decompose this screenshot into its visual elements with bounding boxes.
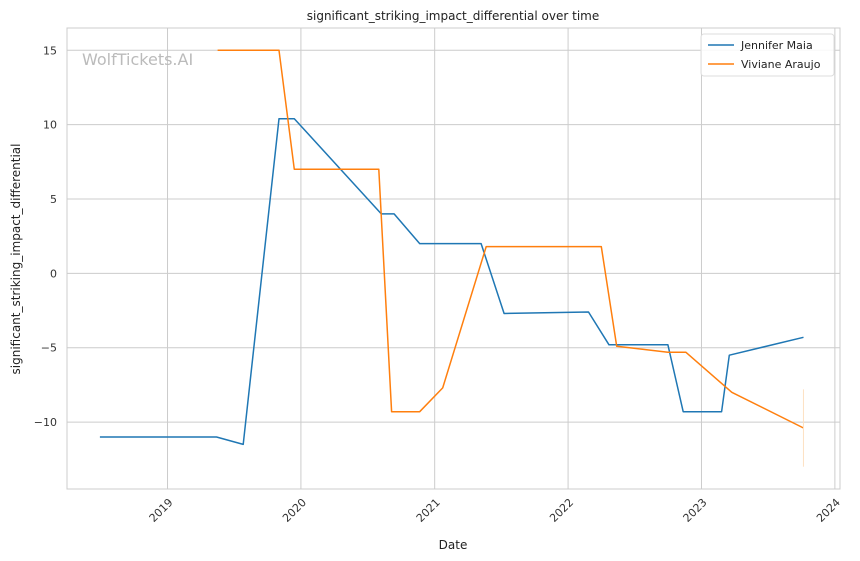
x-axis-title: Date (439, 538, 468, 552)
y-tick-label: 0 (50, 267, 57, 280)
x-tick-label: 2019 (147, 496, 176, 525)
legend-label-viviane-araujo: Viviane Araujo (741, 58, 821, 71)
grid (67, 28, 840, 489)
y-tick-label: −10 (34, 416, 57, 429)
x-axis-ticks: 2019 2020 2021 2022 2023 2024 (147, 496, 843, 525)
plot-frame (67, 28, 840, 489)
y-tick-label: 15 (43, 44, 57, 57)
x-tick-label: 2020 (280, 496, 309, 525)
watermark: WolfTickets.AI (82, 50, 193, 69)
x-tick-label: 2024 (814, 496, 843, 525)
y-tick-label: 5 (50, 193, 57, 206)
y-tick-label: −5 (41, 342, 57, 355)
y-tick-label: 10 (43, 119, 57, 132)
series-line-viviane-araujo (218, 50, 804, 428)
chart-title: significant_striking_impact_differential… (307, 9, 599, 23)
x-tick-label: 2022 (547, 496, 576, 525)
x-tick-label: 2021 (414, 496, 443, 525)
legend-label-jennifer-maia: Jennifer Maia (740, 39, 813, 52)
series-lines (100, 50, 804, 466)
legend: Jennifer Maia Viviane Araujo (701, 34, 834, 76)
x-tick-label: 2023 (681, 496, 710, 525)
y-axis-title: significant_striking_impact_differential (9, 144, 23, 375)
y-axis-ticks: −10 −5 0 5 10 15 (34, 44, 57, 429)
series-line-jennifer-maia (100, 119, 804, 445)
